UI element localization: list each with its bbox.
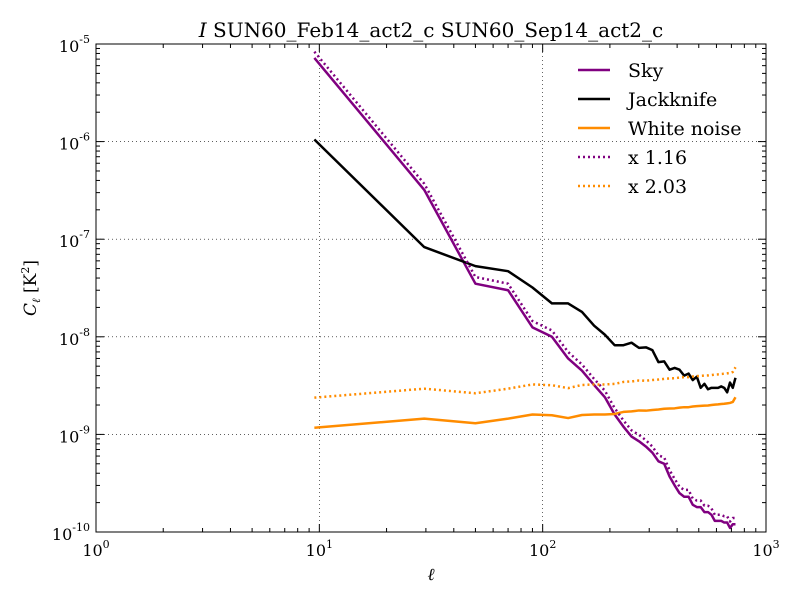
- y-axis-label-symbol: C: [21, 303, 41, 316]
- legend-label: x 1.16: [628, 147, 687, 169]
- y-axis-label: Cℓ [K2]: [19, 260, 43, 316]
- y-tick-label-exponent: -8: [79, 326, 90, 339]
- y-axis-label-unit-exponent: 2: [19, 267, 32, 274]
- x-tick-label-exponent: 1: [326, 538, 333, 551]
- x-tick-label-base: 10: [529, 541, 549, 560]
- x-tick-label: 101: [306, 538, 333, 560]
- x-tick-label-exponent: 3: [773, 538, 780, 551]
- series-line-x-1-16: [313, 50, 736, 523]
- series-line-jackknife: [313, 138, 737, 394]
- series-line-sky: [313, 57, 736, 530]
- y-axis-label-unit-close: ]: [21, 260, 41, 267]
- legend-label: Sky: [628, 60, 664, 82]
- y-tick-label-exponent: -10: [72, 521, 90, 534]
- x-tick-label-base: 10: [306, 541, 326, 560]
- y-tick-label: 10-6: [59, 131, 90, 154]
- y-tick-label-base: 10: [59, 330, 79, 349]
- plot-series: [313, 50, 737, 530]
- y-axis-label-subscript: ℓ: [30, 298, 43, 303]
- y-tick-label: 10-10: [52, 521, 90, 544]
- x-tick-label: 102: [529, 538, 556, 560]
- y-tick-label-exponent: -9: [79, 423, 90, 436]
- plot-frame: [95, 43, 767, 533]
- y-tick-label: 10-7: [59, 228, 90, 251]
- x-axis-label: ℓ: [427, 565, 434, 585]
- legend-label: x 2.03: [628, 176, 687, 198]
- y-tick-label-base: 10: [52, 525, 72, 544]
- chart-title-text: SUN60_Feb14_act2_c SUN60_Sep14_act2_c: [207, 18, 664, 42]
- y-tick-label-base: 10: [59, 427, 79, 446]
- series-line-x-2-03: [314, 366, 737, 399]
- y-tick-label-base: 10: [59, 232, 79, 251]
- y-tick-label: 10-8: [59, 326, 90, 349]
- x-tick-label-base: 10: [752, 541, 772, 560]
- chart-title-italic: I: [198, 18, 208, 42]
- x-tick-label: 100: [82, 538, 109, 560]
- legend-label: Jackknife: [626, 89, 717, 111]
- y-axis-label-unit: [K: [21, 273, 41, 298]
- y-tick-label-exponent: -6: [79, 131, 90, 144]
- y-tick-label-base: 10: [59, 37, 79, 56]
- y-tick-label: 10-5: [59, 33, 90, 56]
- y-tick-label-exponent: -5: [79, 33, 90, 46]
- x-tick-label-base: 10: [82, 541, 102, 560]
- chart-title: I SUN60_Feb14_act2_c SUN60_Sep14_act2_c: [198, 18, 663, 42]
- y-tick-label-exponent: -7: [79, 228, 90, 241]
- legend-label: White noise: [628, 118, 742, 140]
- y-tick-label-base: 10: [59, 135, 79, 154]
- x-tick-label-exponent: 0: [103, 538, 110, 551]
- legend: Sky Jackknife White noise x 1.16 x 2.03: [578, 60, 742, 198]
- x-tick-label: 103: [752, 538, 779, 560]
- y-tick-label: 10-9: [59, 423, 90, 446]
- series-line-white-noise: [314, 396, 737, 429]
- x-tick-label-exponent: 2: [549, 538, 556, 551]
- grid-lines: [96, 44, 766, 532]
